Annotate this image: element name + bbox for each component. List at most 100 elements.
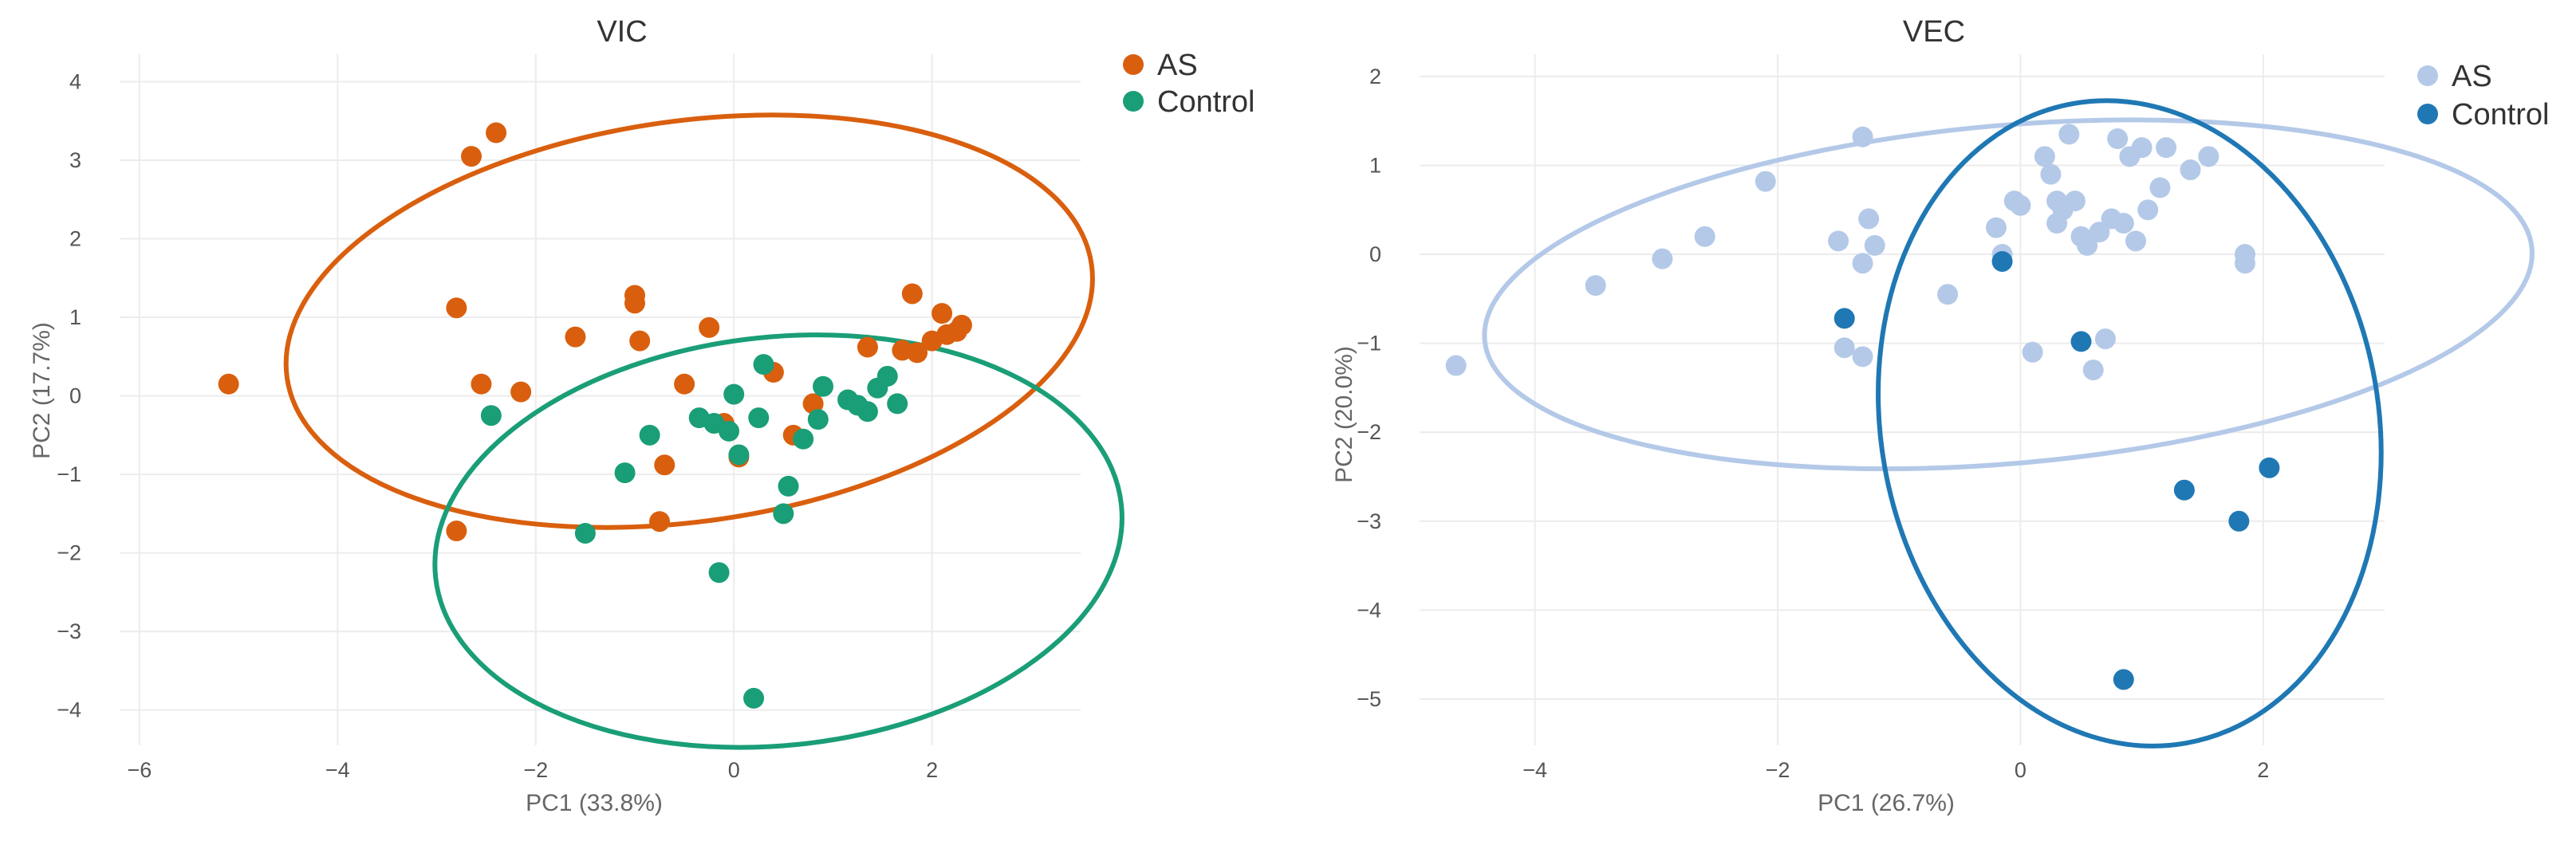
vic-point-control[interactable]: [708, 562, 730, 584]
vec-point-as[interactable]: [1834, 337, 1855, 359]
vec-point-control[interactable]: [2113, 669, 2134, 690]
vic-legend-item-as[interactable]: AS: [1123, 49, 1198, 82]
vec-point-as[interactable]: [1864, 234, 1885, 256]
vic-point-as[interactable]: [565, 326, 586, 348]
vec-point-as[interactable]: [2113, 213, 2134, 234]
vec-point-as[interactable]: [2064, 191, 2086, 212]
vec-point-as[interactable]: [2198, 146, 2220, 167]
vic-point-as[interactable]: [932, 303, 953, 324]
vec-point-as[interactable]: [1852, 253, 1873, 274]
vec-point-as[interactable]: [2180, 159, 2201, 181]
vec-point-as[interactable]: [2058, 124, 2080, 145]
vec-point-as[interactable]: [1445, 355, 1467, 376]
vec-point-control[interactable]: [2259, 457, 2280, 478]
vic-y-axis-title: PC2 (17.7%): [29, 322, 55, 459]
vic-point-control[interactable]: [718, 420, 739, 442]
vec-point-as[interactable]: [2131, 137, 2153, 159]
vic-point-as[interactable]: [654, 454, 676, 476]
vic-y-tick-label: 1: [69, 305, 81, 329]
vic-y-tick-label: 0: [69, 384, 81, 408]
vec-legend-label-control: Control: [2452, 98, 2550, 132]
vec-point-as[interactable]: [2082, 360, 2104, 381]
vec-point-as[interactable]: [2046, 213, 2068, 234]
vic-y-tick-label: 4: [69, 69, 81, 93]
vec-ellipses: [1482, 98, 2535, 749]
vic-point-as[interactable]: [461, 146, 483, 167]
vic-point-control[interactable]: [753, 354, 774, 375]
vic-point-control[interactable]: [743, 687, 765, 709]
vec-point-as[interactable]: [1652, 248, 1673, 269]
vic-point-control[interactable]: [480, 405, 502, 426]
vec-point-as[interactable]: [1858, 208, 1880, 230]
vec-point-control[interactable]: [2173, 479, 2195, 501]
vec-point-as[interactable]: [2107, 128, 2129, 150]
vic-point-control[interactable]: [793, 428, 814, 450]
vec-point-as[interactable]: [1852, 346, 1873, 367]
vic-point-as[interactable]: [486, 122, 507, 143]
vec-x-tick-label: 2: [2257, 758, 2269, 782]
vic-point-as[interactable]: [446, 521, 467, 542]
vic-point-as[interactable]: [218, 373, 239, 395]
vec-point-as[interactable]: [2089, 222, 2110, 243]
vec-point-as[interactable]: [2149, 177, 2171, 198]
vic-point-as[interactable]: [510, 381, 532, 403]
vic-point-as[interactable]: [446, 297, 467, 319]
vic-point-as[interactable]: [699, 316, 720, 338]
vic-point-as[interactable]: [624, 293, 645, 314]
vic-point-control[interactable]: [857, 401, 878, 422]
vic-point-as[interactable]: [901, 283, 923, 305]
vec-point-as[interactable]: [2034, 146, 2055, 167]
vec-point-as[interactable]: [2094, 328, 2116, 350]
vec-point-as[interactable]: [2022, 341, 2043, 363]
vic-point-as[interactable]: [629, 330, 651, 352]
vec-point-as[interactable]: [1937, 284, 1959, 305]
vec-legend-item-as[interactable]: AS: [2417, 60, 2492, 93]
vic-point-control[interactable]: [778, 475, 799, 497]
vec-point-as[interactable]: [2077, 234, 2098, 256]
vic-point-control[interactable]: [887, 393, 908, 415]
vec-point-as[interactable]: [1694, 226, 1715, 247]
vic-x-tick-label: 0: [728, 758, 740, 782]
vec-point-as[interactable]: [1755, 171, 1776, 192]
vic-point-control[interactable]: [773, 503, 794, 525]
vec-point-control[interactable]: [2070, 331, 2092, 352]
vec-point-as[interactable]: [2234, 253, 2255, 274]
vec-point-control[interactable]: [2228, 510, 2250, 532]
vic-point-as[interactable]: [951, 314, 972, 336]
vic-point-control[interactable]: [728, 444, 750, 466]
vec-point-as[interactable]: [2156, 137, 2177, 159]
vec-point-as[interactable]: [2137, 199, 2159, 221]
vec-point-as[interactable]: [1852, 126, 1873, 147]
vec-legend-item-control[interactable]: Control: [2417, 98, 2550, 132]
vic-point-control[interactable]: [639, 424, 660, 446]
vic-point-control[interactable]: [614, 462, 636, 484]
vic-point-as[interactable]: [802, 393, 824, 415]
vic-point-as[interactable]: [907, 342, 928, 364]
vec-legend-marker-control: [2417, 104, 2438, 124]
vic-point-control[interactable]: [723, 383, 745, 405]
vec-point-as[interactable]: [2010, 195, 2031, 216]
vic-x-tick-label: −2: [523, 758, 548, 782]
vic-point-as[interactable]: [674, 373, 695, 395]
vic-point-as[interactable]: [471, 373, 492, 395]
vec-point-control[interactable]: [1834, 308, 1855, 329]
vec-legend-label-as: AS: [2452, 60, 2492, 93]
vec-point-control[interactable]: [1991, 250, 2013, 272]
vec-point-as[interactable]: [1585, 275, 1606, 297]
vic-legend-item-control[interactable]: Control: [1123, 85, 1255, 119]
vic-point-control[interactable]: [574, 522, 596, 544]
chart-vic: −6 −4 −2 0 2 −4 −3 −2 −1 0 1 2 3 4 VIC PC1 (33.8%) P…: [29, 15, 1255, 816]
vec-point-as[interactable]: [2040, 163, 2062, 185]
vic-point-control[interactable]: [813, 375, 834, 397]
vic-point-control[interactable]: [748, 407, 770, 429]
vic-point-as[interactable]: [649, 511, 671, 533]
vic-point-control[interactable]: [807, 409, 829, 430]
vec-point-as[interactable]: [1985, 217, 2007, 238]
vec-point-as[interactable]: [1828, 230, 1849, 252]
vec-point-as[interactable]: [2125, 230, 2146, 252]
vic-grid: [120, 54, 1081, 745]
vic-point-as[interactable]: [857, 336, 878, 358]
vec-y-tick-label: −2: [1357, 420, 1381, 444]
vic-y-tick-label: −2: [57, 541, 81, 565]
vic-point-control[interactable]: [876, 365, 898, 387]
